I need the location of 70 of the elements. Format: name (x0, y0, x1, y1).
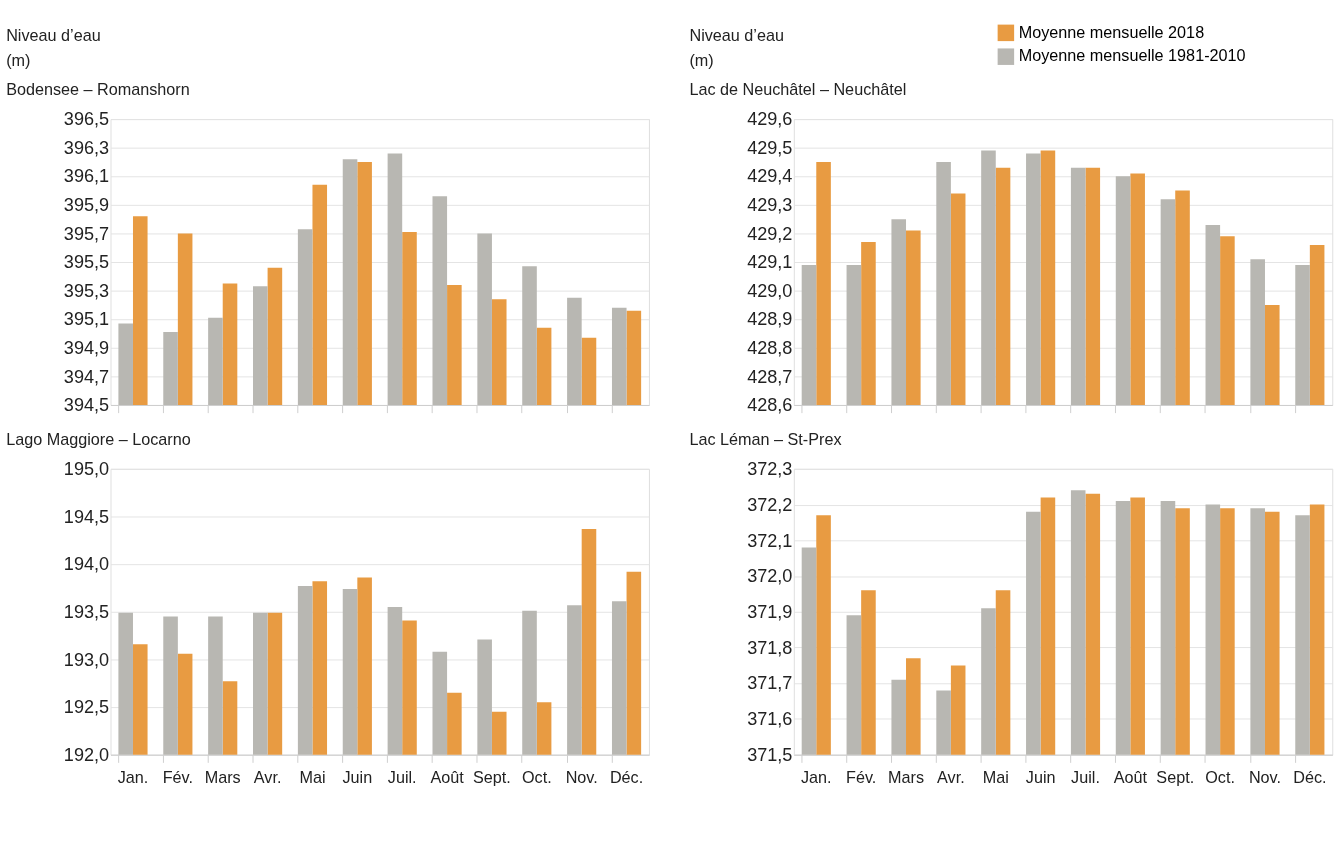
y-tick-label: 429,6 (747, 109, 793, 130)
y-tick-label: 194,5 (63, 506, 110, 527)
x-tick-label: Avr. (937, 767, 965, 786)
y-tick-label: 194,0 (63, 554, 110, 575)
x-tick-label: Jan. (117, 767, 149, 786)
y-tick-label: 371,5 (747, 744, 793, 765)
y-tick-label: 371,6 (747, 709, 793, 730)
y-tick-label: 428,8 (747, 338, 793, 359)
y-tick-label: 372,2 (747, 494, 793, 515)
x-tick-label: Déc. (1293, 767, 1327, 786)
x-tick-label: Oct. (1205, 767, 1235, 786)
y-tick-label: 395,3 (63, 280, 110, 301)
y-axis-title: Niveau d’eau (m) (689, 25, 784, 69)
x-tick-label: Déc. (609, 767, 644, 786)
y-axis-title: Niveau d’eau (m) (6, 25, 101, 69)
y-tick-label: 429,3 (747, 195, 793, 216)
y-tick-label: 192,5 (63, 697, 110, 718)
x-tick-label: Août (1113, 767, 1148, 786)
y-tick-label: 429,2 (747, 223, 793, 244)
y-tick-label: 429,4 (747, 166, 793, 187)
x-tick-label: Juin (342, 767, 373, 786)
x-tick-label: Oct. (521, 767, 552, 786)
y-tick-label: 396,1 (63, 166, 110, 187)
y-tick-label: 192,0 (63, 744, 110, 765)
y-tick-label: 429,0 (747, 280, 793, 301)
x-tick-label: Nov. (1248, 767, 1282, 786)
legend-label: Moyenne mensuelle 1981-2010 (1018, 46, 1246, 65)
y-tick-label: 428,9 (747, 309, 793, 330)
y-tick-label: 371,9 (747, 601, 793, 622)
y-tick-label: 395,1 (63, 309, 110, 330)
legend-label: Moyenne mensuelle 2018 (1018, 22, 1205, 41)
y-tick-label: 395,7 (63, 223, 110, 244)
y-tick-label: 395,9 (63, 195, 110, 216)
x-tick-label: Mai (982, 767, 1009, 786)
chart-title: Lac Léman – St-Prex (689, 430, 842, 449)
x-tick-label: Fév. (846, 767, 877, 786)
x-tick-label: Mars (888, 767, 925, 786)
y-tick-label: 371,8 (747, 637, 793, 658)
y-tick-label: 396,5 (63, 109, 110, 130)
x-tick-label: Juil. (387, 767, 417, 786)
x-tick-label: Sept. (1156, 767, 1195, 786)
x-tick-label: Juil. (1071, 767, 1100, 786)
x-tick-label: Mai (299, 767, 326, 786)
x-tick-label: Nov. (565, 767, 598, 786)
x-tick-label: Avr. (253, 767, 282, 786)
x-tick-label: Août (430, 767, 465, 786)
y-tick-label: 372,3 (747, 459, 793, 480)
x-tick-label: Sept. (473, 767, 511, 786)
y-tick-label: 193,0 (63, 649, 110, 670)
y-tick-label: 193,5 (63, 601, 110, 622)
y-tick-label: 396,3 (63, 137, 110, 158)
x-tick-label: Jan. (800, 767, 832, 786)
y-tick-label: 429,5 (747, 137, 793, 158)
x-tick-label: Mars (204, 767, 241, 786)
y-tick-label: 394,5 (63, 395, 110, 416)
x-tick-label: Juin (1025, 767, 1056, 786)
y-tick-label: 195,0 (63, 459, 110, 480)
y-tick-label: 394,9 (63, 338, 110, 359)
y-tick-label: 428,6 (747, 395, 793, 416)
chart-title: Lac de Neuchâtel – Neuchâtel (689, 80, 907, 99)
y-tick-label: 372,1 (747, 530, 793, 551)
chart-title: Lago Maggiore – Locarno (6, 430, 191, 449)
y-tick-label: 394,7 (63, 366, 110, 387)
chart-title: Bodensee – Romanshorn (6, 80, 190, 99)
y-tick-label: 395,5 (63, 252, 110, 273)
y-tick-label: 372,0 (747, 566, 793, 587)
x-tick-label: Fév. (162, 767, 193, 786)
y-tick-label: 429,1 (747, 252, 793, 273)
y-tick-label: 371,7 (747, 673, 793, 694)
y-tick-label: 428,7 (747, 366, 793, 387)
